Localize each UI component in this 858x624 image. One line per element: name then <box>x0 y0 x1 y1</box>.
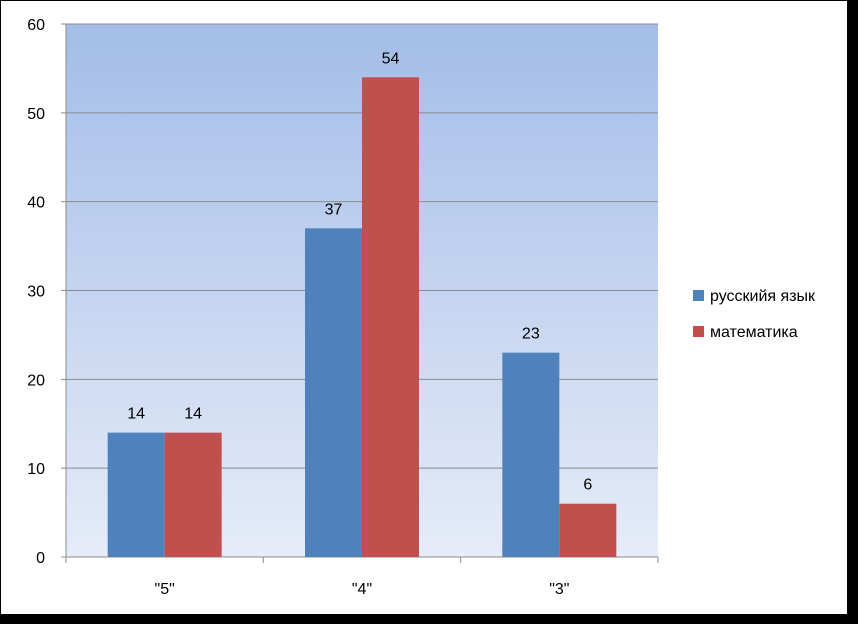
data-label: 23 <box>522 326 540 343</box>
y-tick-label: 0 <box>36 550 45 567</box>
data-label: 37 <box>325 201 343 218</box>
bar-chart: 0 10 20 30 40 50 60 14 14 "5" 37 54 "4" 23 6 "3" русск… <box>27 17 816 598</box>
x-tick-label: "5" <box>155 581 175 598</box>
y-tick-label: 30 <box>27 284 45 301</box>
bar <box>559 503 617 557</box>
chart-area: 0 10 20 30 40 50 60 14 14 "5" 37 54 "4" 23 6 "3" русск… <box>1 1 847 614</box>
x-tick-label: "3" <box>549 581 569 598</box>
legend-swatch <box>693 290 704 301</box>
y-tick-label: 40 <box>27 195 45 212</box>
data-label: 14 <box>184 406 202 423</box>
legend-label: математика <box>710 324 798 341</box>
y-tick-label: 60 <box>27 17 45 34</box>
bar <box>164 432 222 557</box>
x-tick-label: "4" <box>352 581 372 598</box>
bar <box>107 432 165 557</box>
data-label: 14 <box>127 406 145 423</box>
y-tick-label: 20 <box>27 372 45 389</box>
bar <box>362 77 419 558</box>
legend-swatch <box>693 326 704 337</box>
data-label: 6 <box>583 477 592 494</box>
bar <box>502 352 560 557</box>
bar <box>305 228 362 558</box>
legend-label: русскийя язык <box>710 288 816 305</box>
y-tick-label: 50 <box>27 106 45 123</box>
data-label: 54 <box>382 50 400 67</box>
legend: русскийя язык математика <box>693 288 816 341</box>
y-tick-label: 10 <box>27 461 45 478</box>
